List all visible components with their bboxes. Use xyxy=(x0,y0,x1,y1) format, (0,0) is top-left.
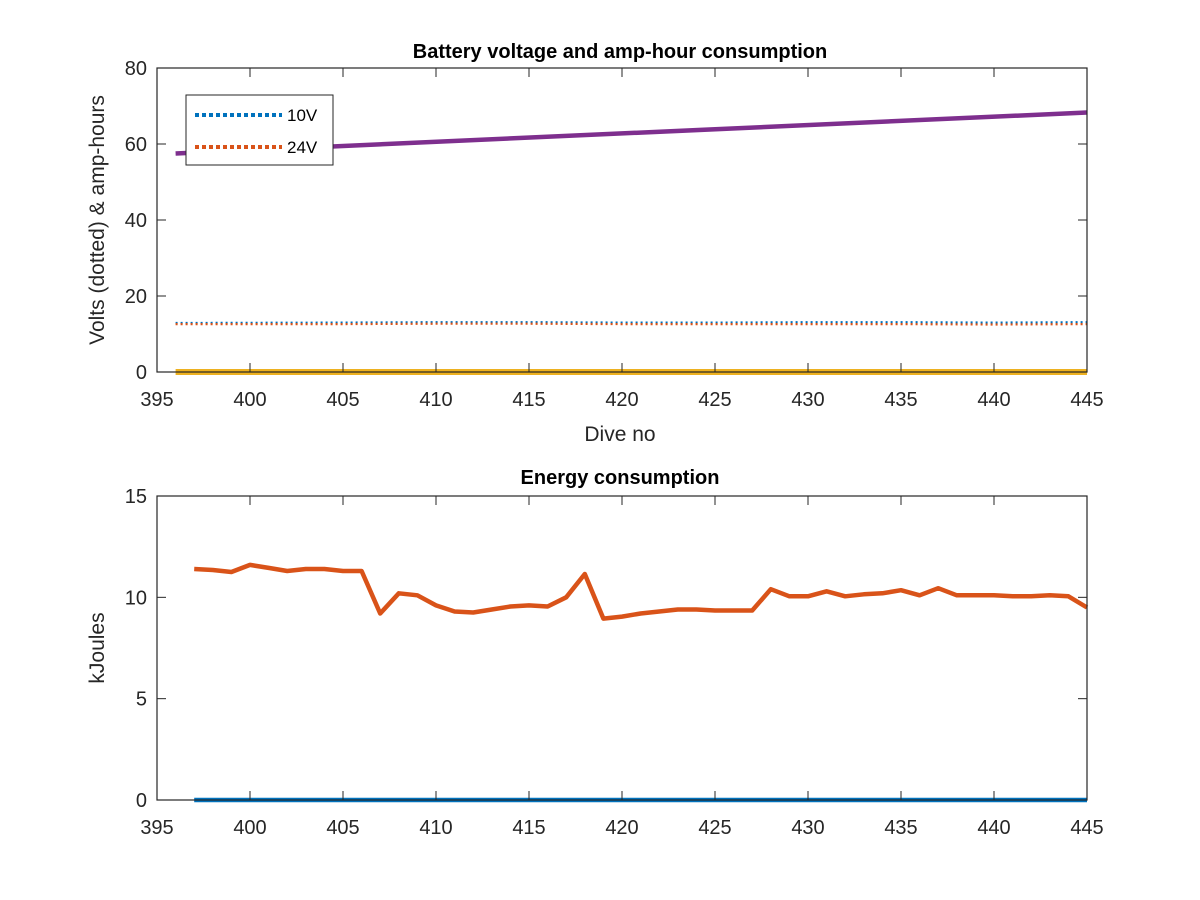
x-axis-ticks: 395 400 405 410 415 420 425 430 435 440 445 xyxy=(140,68,1104,411)
x-tick-label: 400 xyxy=(233,389,266,411)
x-tick-label: 435 xyxy=(884,817,917,839)
y-tick-label: 40 xyxy=(125,210,147,232)
x-tick-label: 405 xyxy=(326,817,359,839)
y-axis-ticks: 0 5 10 15 xyxy=(125,486,1087,812)
x-axis-ticks: 395 400 405 410 415 420 425 430 435 440 445 xyxy=(140,496,1104,839)
y-tick-label: 80 xyxy=(125,58,147,80)
y-axis-label: kJoules xyxy=(86,612,109,683)
y-axis-label: Volts (dotted) & amp-hours xyxy=(86,95,109,345)
plot-area xyxy=(194,562,1089,803)
chart-title: Energy consumption xyxy=(521,467,720,489)
x-tick-label: 440 xyxy=(977,817,1010,839)
x-tick-label: 440 xyxy=(977,389,1010,411)
y-tick-label: 10 xyxy=(125,587,147,609)
legend-label-24v: 24V xyxy=(287,138,318,157)
x-tick-label: 420 xyxy=(605,817,638,839)
x-axis-label: Dive no xyxy=(584,423,655,446)
y-axis-ticks: 0 20 40 60 80 xyxy=(125,58,1087,384)
x-tick-label: 445 xyxy=(1070,389,1103,411)
x-tick-label: 395 xyxy=(140,817,173,839)
series-line-24v xyxy=(175,322,1088,326)
series-line-10v xyxy=(175,321,1088,325)
energy-consumption-chart: Energy consumption 395 400 405 410 415 420 425… xyxy=(86,467,1104,839)
y-tick-label: 15 xyxy=(125,486,147,508)
y-tick-label: 0 xyxy=(136,790,147,812)
legend-box xyxy=(185,94,334,166)
x-tick-label: 420 xyxy=(605,389,638,411)
y-tick-label: 5 xyxy=(136,689,147,711)
x-tick-label: 425 xyxy=(698,389,731,411)
x-tick-label: 405 xyxy=(326,389,359,411)
x-tick-label: 400 xyxy=(233,817,266,839)
y-tick-label: 20 xyxy=(125,286,147,308)
x-tick-label: 435 xyxy=(884,389,917,411)
x-tick-label: 410 xyxy=(419,817,452,839)
x-tick-label: 415 xyxy=(512,817,545,839)
chart-title: Battery voltage and amp-hour consumption xyxy=(413,41,827,63)
legend: 10V 24V xyxy=(185,94,334,166)
x-tick-label: 395 xyxy=(140,389,173,411)
y-tick-label: 60 xyxy=(125,134,147,156)
voltage-amphour-chart: Battery voltage and amp-hour consumption… xyxy=(86,41,1104,446)
legend-label-10v: 10V xyxy=(287,106,318,125)
x-tick-label: 430 xyxy=(791,389,824,411)
x-tick-label: 445 xyxy=(1070,817,1103,839)
y-tick-label: 0 xyxy=(136,362,147,384)
x-tick-label: 410 xyxy=(419,389,452,411)
series-line-0 xyxy=(194,562,1089,621)
x-tick-label: 430 xyxy=(791,817,824,839)
x-tick-label: 415 xyxy=(512,389,545,411)
axes-box xyxy=(156,495,1088,801)
x-tick-label: 425 xyxy=(698,817,731,839)
